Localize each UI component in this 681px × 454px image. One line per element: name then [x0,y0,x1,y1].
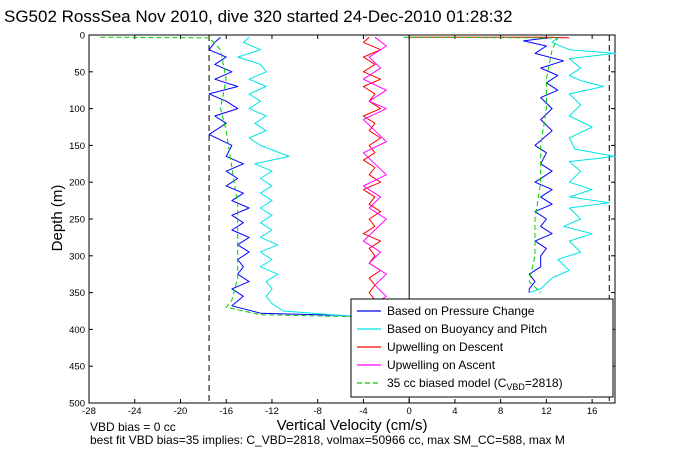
y-tick-label: 400 [69,325,85,336]
legend-entry-label: Upwelling on Descent [387,340,504,354]
y-tick-label: 100 [69,104,85,115]
annotation-best-fit: best fit VBD bias=35 implies: C_VBD=2818… [90,433,565,447]
legend-entry-label: Based on Buoyancy and Pitch [387,322,547,336]
series-line-1 [237,36,375,319]
y-tick-label: 350 [69,288,85,299]
y-tick-label: 0 [80,31,85,42]
x-tick-label: 0 [407,406,412,417]
plot-area: -28 -24 -20 -16 -12 -8 -4 0 4 8 12 16 0 50 100 150 200 25… [69,31,616,417]
x-tick-label: 8 [498,406,503,417]
y-tick-label: 300 [69,251,85,262]
x-tick-label: 12 [541,406,552,417]
legend-entry-label: Upwelling on Ascent [387,358,496,372]
x-tick-label: 4 [452,406,457,417]
y-tick-label: 450 [69,362,85,373]
y-tick-label: 200 [69,178,85,189]
y-tick-label: 50 [74,67,85,78]
chart-title: SG502 RossSea Nov 2010, dive 320 started… [4,7,512,26]
annotation-vbd-bias: VBD bias = 0 cc [90,420,176,434]
legend-entry-label: 35 cc biased model (CVBD=2818) [387,376,563,392]
x-tick-label: -8 [313,406,321,417]
series-line-3 [362,36,387,305]
x-tick-label: 16 [587,406,598,417]
legend-entry-label: Based on Pressure Change [387,304,535,318]
y-axis-label: Depth (m) [49,185,66,252]
legend-box [350,298,614,398]
x-axis-label: Vertical Velocity (cm/s) [277,417,428,434]
legend: Based on Pressure Change Based on Buoyanc… [350,298,614,398]
y-tick-label: 150 [69,141,85,152]
y-tick-label: 500 [69,399,85,410]
series-line-5 [523,36,564,293]
y-tick-label: 250 [69,215,85,226]
x-tick-label: -20 [174,406,188,417]
x-tick-label: -24 [128,406,142,417]
x-tick-label: -4 [359,406,367,417]
x-tick-label: -12 [265,406,279,417]
x-tick-label: -28 [82,406,96,417]
series-line-6 [529,36,616,294]
series-line-4 [100,36,364,318]
x-tick-label: -16 [219,406,233,417]
series-line-0 [208,36,364,319]
series-line-8 [403,36,559,293]
